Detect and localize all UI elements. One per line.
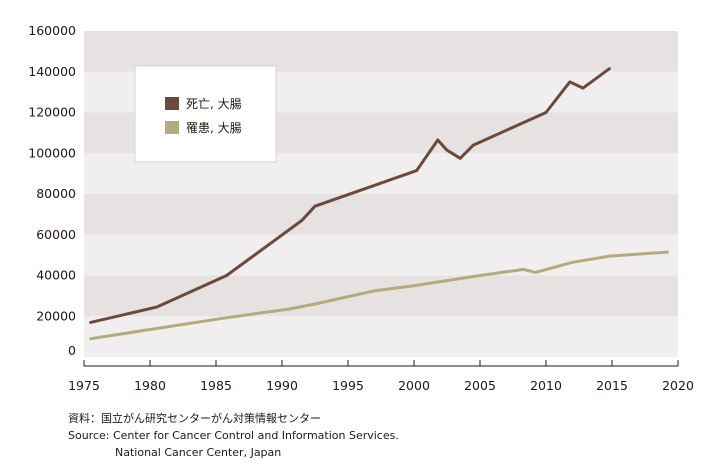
x-tick-label: 1980 — [134, 378, 166, 393]
x-tick-label: 1975 — [68, 378, 100, 393]
grid-band — [84, 194, 678, 235]
y-tick-label: 160000 — [28, 23, 76, 38]
grid-band — [84, 275, 678, 317]
x-tick-label: 2005 — [464, 378, 496, 393]
series-line-mortality — [89, 67, 611, 324]
x-tick-label: 2015 — [596, 378, 628, 393]
legend-label: 死亡, 大腸 — [186, 97, 242, 111]
series-lines — [89, 67, 669, 341]
grid-band — [84, 31, 678, 72]
grid-band — [84, 316, 678, 357]
y-tick-label: 20000 — [36, 308, 76, 323]
x-axis: 1975 1980 1985 1990 1995 2000 2005 2010 2015 2020 — [68, 360, 694, 393]
grid-band — [84, 234, 678, 276]
source-line-3: National Cancer Center, Japan — [115, 446, 281, 459]
source-line-1: 資料：国立がん研究センターがん対策情報センター — [68, 411, 321, 425]
y-tick-label: 40000 — [36, 268, 76, 283]
y-tick-label: 60000 — [36, 227, 76, 242]
y-axis-ticks: 0 20000 40000 60000 80000 100000 120000 140000 1… — [28, 23, 76, 358]
source-line-2: Source: Center for Cancer Control and In… — [68, 429, 399, 442]
x-tick-label: 1990 — [266, 378, 298, 393]
source-note: 資料：国立がん研究センターがん対策情報センター Source: Center f… — [68, 411, 399, 459]
y-tick-label: 100000 — [28, 145, 76, 160]
x-tick-label: 2010 — [530, 378, 562, 393]
x-tick-label: 2020 — [662, 378, 694, 393]
y-tick-label: 80000 — [36, 186, 76, 201]
legend-swatch — [165, 121, 179, 134]
x-tick-label: 2000 — [398, 378, 430, 393]
series-line-incidence — [89, 250, 669, 341]
legend-swatch — [165, 97, 179, 110]
x-tick-label: 1995 — [332, 378, 364, 393]
y-tick-label: 140000 — [28, 64, 76, 79]
x-tick-label: 1985 — [200, 378, 232, 393]
legend-box — [134, 65, 277, 163]
grid-bands — [84, 31, 678, 357]
y-tick-label: 0 — [68, 343, 76, 358]
y-tick-label: 120000 — [28, 105, 76, 120]
legend-label: 罹患, 大腸 — [186, 121, 242, 135]
